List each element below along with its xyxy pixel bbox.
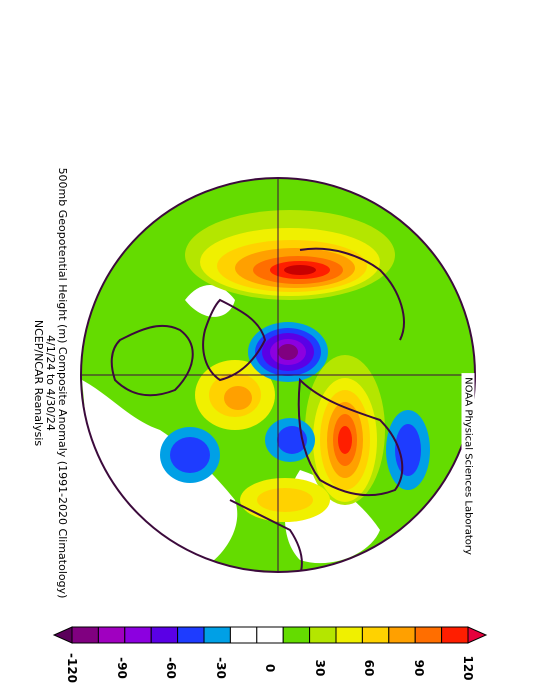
colorbar-tick-label: -90 — [114, 657, 129, 679]
colorbar — [52, 626, 488, 644]
coast-canada — [110, 324, 194, 397]
colorbar-swatch — [414, 626, 443, 644]
title-line2: 4/1/24 to 4/30/24 — [44, 335, 57, 431]
colorbar-high-end — [467, 626, 488, 644]
colorbar-swatch — [150, 626, 179, 644]
colorbar-swatch — [124, 626, 152, 644]
colorbar-swatch — [177, 626, 205, 644]
zone-white-north — [185, 285, 235, 317]
colorbar-tick-label: -120 — [65, 652, 79, 684]
coast-greenland — [202, 298, 267, 382]
pos-europe-l6 — [338, 426, 352, 454]
colorbar-tick-label: 30 — [312, 659, 327, 677]
coast-eurasia — [297, 377, 404, 497]
anomaly-field — [81, 178, 475, 572]
pos-south-l2 — [257, 488, 313, 512]
title-line3: NCEP/NCAR Reanalysis — [32, 319, 45, 447]
pos-atlantic-l3 — [224, 386, 252, 410]
colorbar-swatch — [361, 626, 390, 644]
neg-arctic-l5 — [278, 344, 298, 360]
colorbar-tick-label: -30 — [213, 657, 228, 679]
colorbar-swatch — [335, 626, 363, 644]
colorbar-swatch — [388, 626, 416, 644]
coast-south — [229, 499, 303, 572]
colorbar-swatch — [441, 626, 469, 644]
coast-pacific — [299, 247, 405, 341]
colorbar-swatch — [282, 626, 311, 644]
credit-label: NOAA Physical Sciences Laboratory — [461, 373, 475, 559]
colorbar-swatch — [229, 626, 258, 644]
coastlines — [110, 247, 405, 572]
colorbar-tick-label: 60 — [362, 659, 376, 677]
pos-pacific-l7 — [284, 265, 316, 275]
colorbar-swatch — [256, 626, 284, 644]
colorbar-tick-label: 90 — [411, 659, 426, 677]
neg-siberia-l2 — [277, 426, 307, 454]
title-line1: 500mb Geopotential Height (m) Composite … — [56, 167, 69, 599]
colorbar-tick-label: 120 — [461, 655, 475, 681]
title-block: 500mb Geopotential Height (m) Composite … — [32, 133, 69, 633]
neg-subtropical-l2 — [170, 437, 210, 473]
colorbar-swatch — [309, 626, 337, 644]
colorbar-tick-label: 0 — [263, 663, 277, 673]
colorbar-swatch — [71, 626, 99, 644]
colorbar-swatch — [97, 626, 126, 644]
colorbar-swatch — [203, 626, 231, 644]
colorbar-tick-label: -60 — [164, 657, 178, 679]
